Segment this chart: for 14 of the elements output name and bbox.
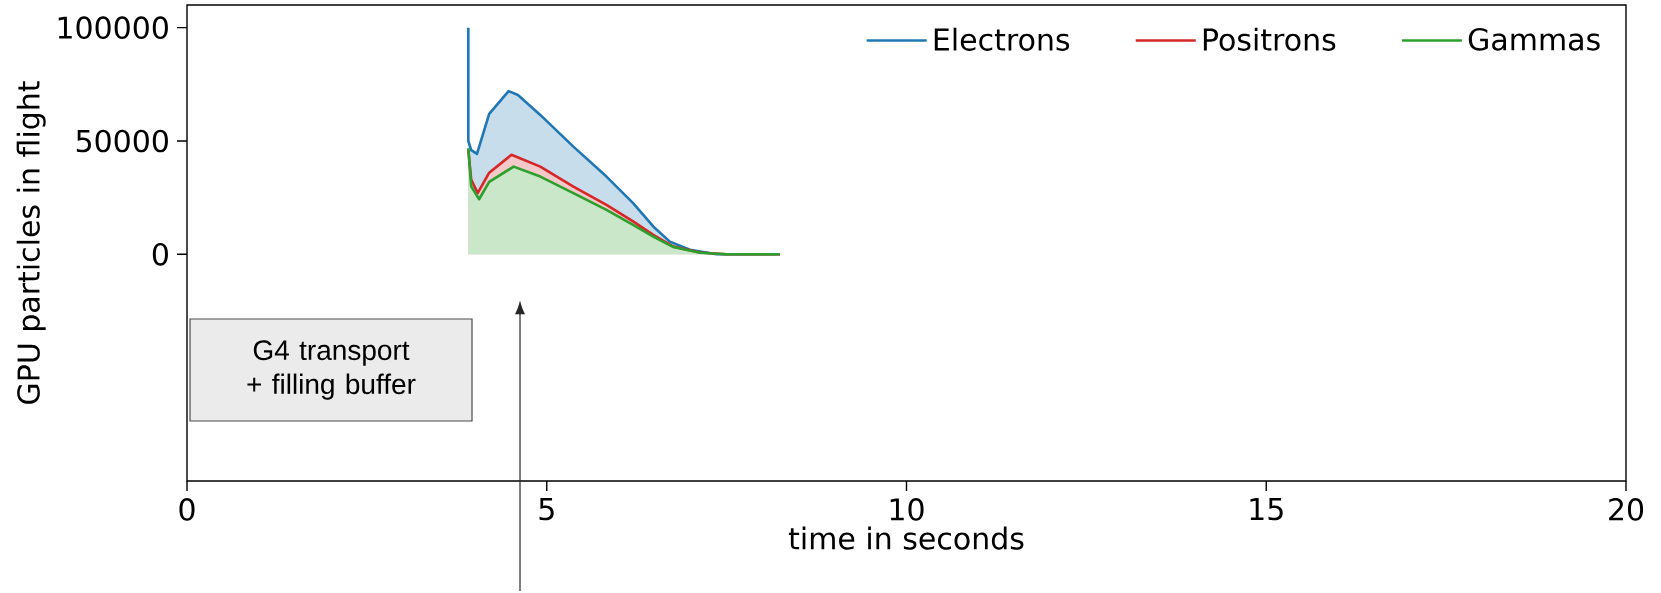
annotation: G4 transport + filling buffer	[247, 340, 416, 400]
x-tick-label: 10	[890, 498, 924, 521]
y-tick-label: 0	[152, 242, 168, 266]
x-tick-label: 0	[179, 498, 195, 521]
legend-label: Positrons	[1203, 27, 1336, 51]
x-axis-title: time in seconds	[788, 526, 1024, 550]
y-tick-label: 50000	[76, 129, 168, 153]
y-tick-label: 100000	[58, 16, 168, 40]
y-axis-title: GPU particles in flight	[16, 81, 46, 404]
legend-label: Gammas	[1468, 27, 1600, 51]
x-tick-label: 15	[1250, 498, 1283, 521]
x-tick-label: 5	[539, 498, 554, 521]
legend-label: Electrons	[934, 27, 1070, 51]
x-tick-label: 20	[1609, 498, 1644, 521]
